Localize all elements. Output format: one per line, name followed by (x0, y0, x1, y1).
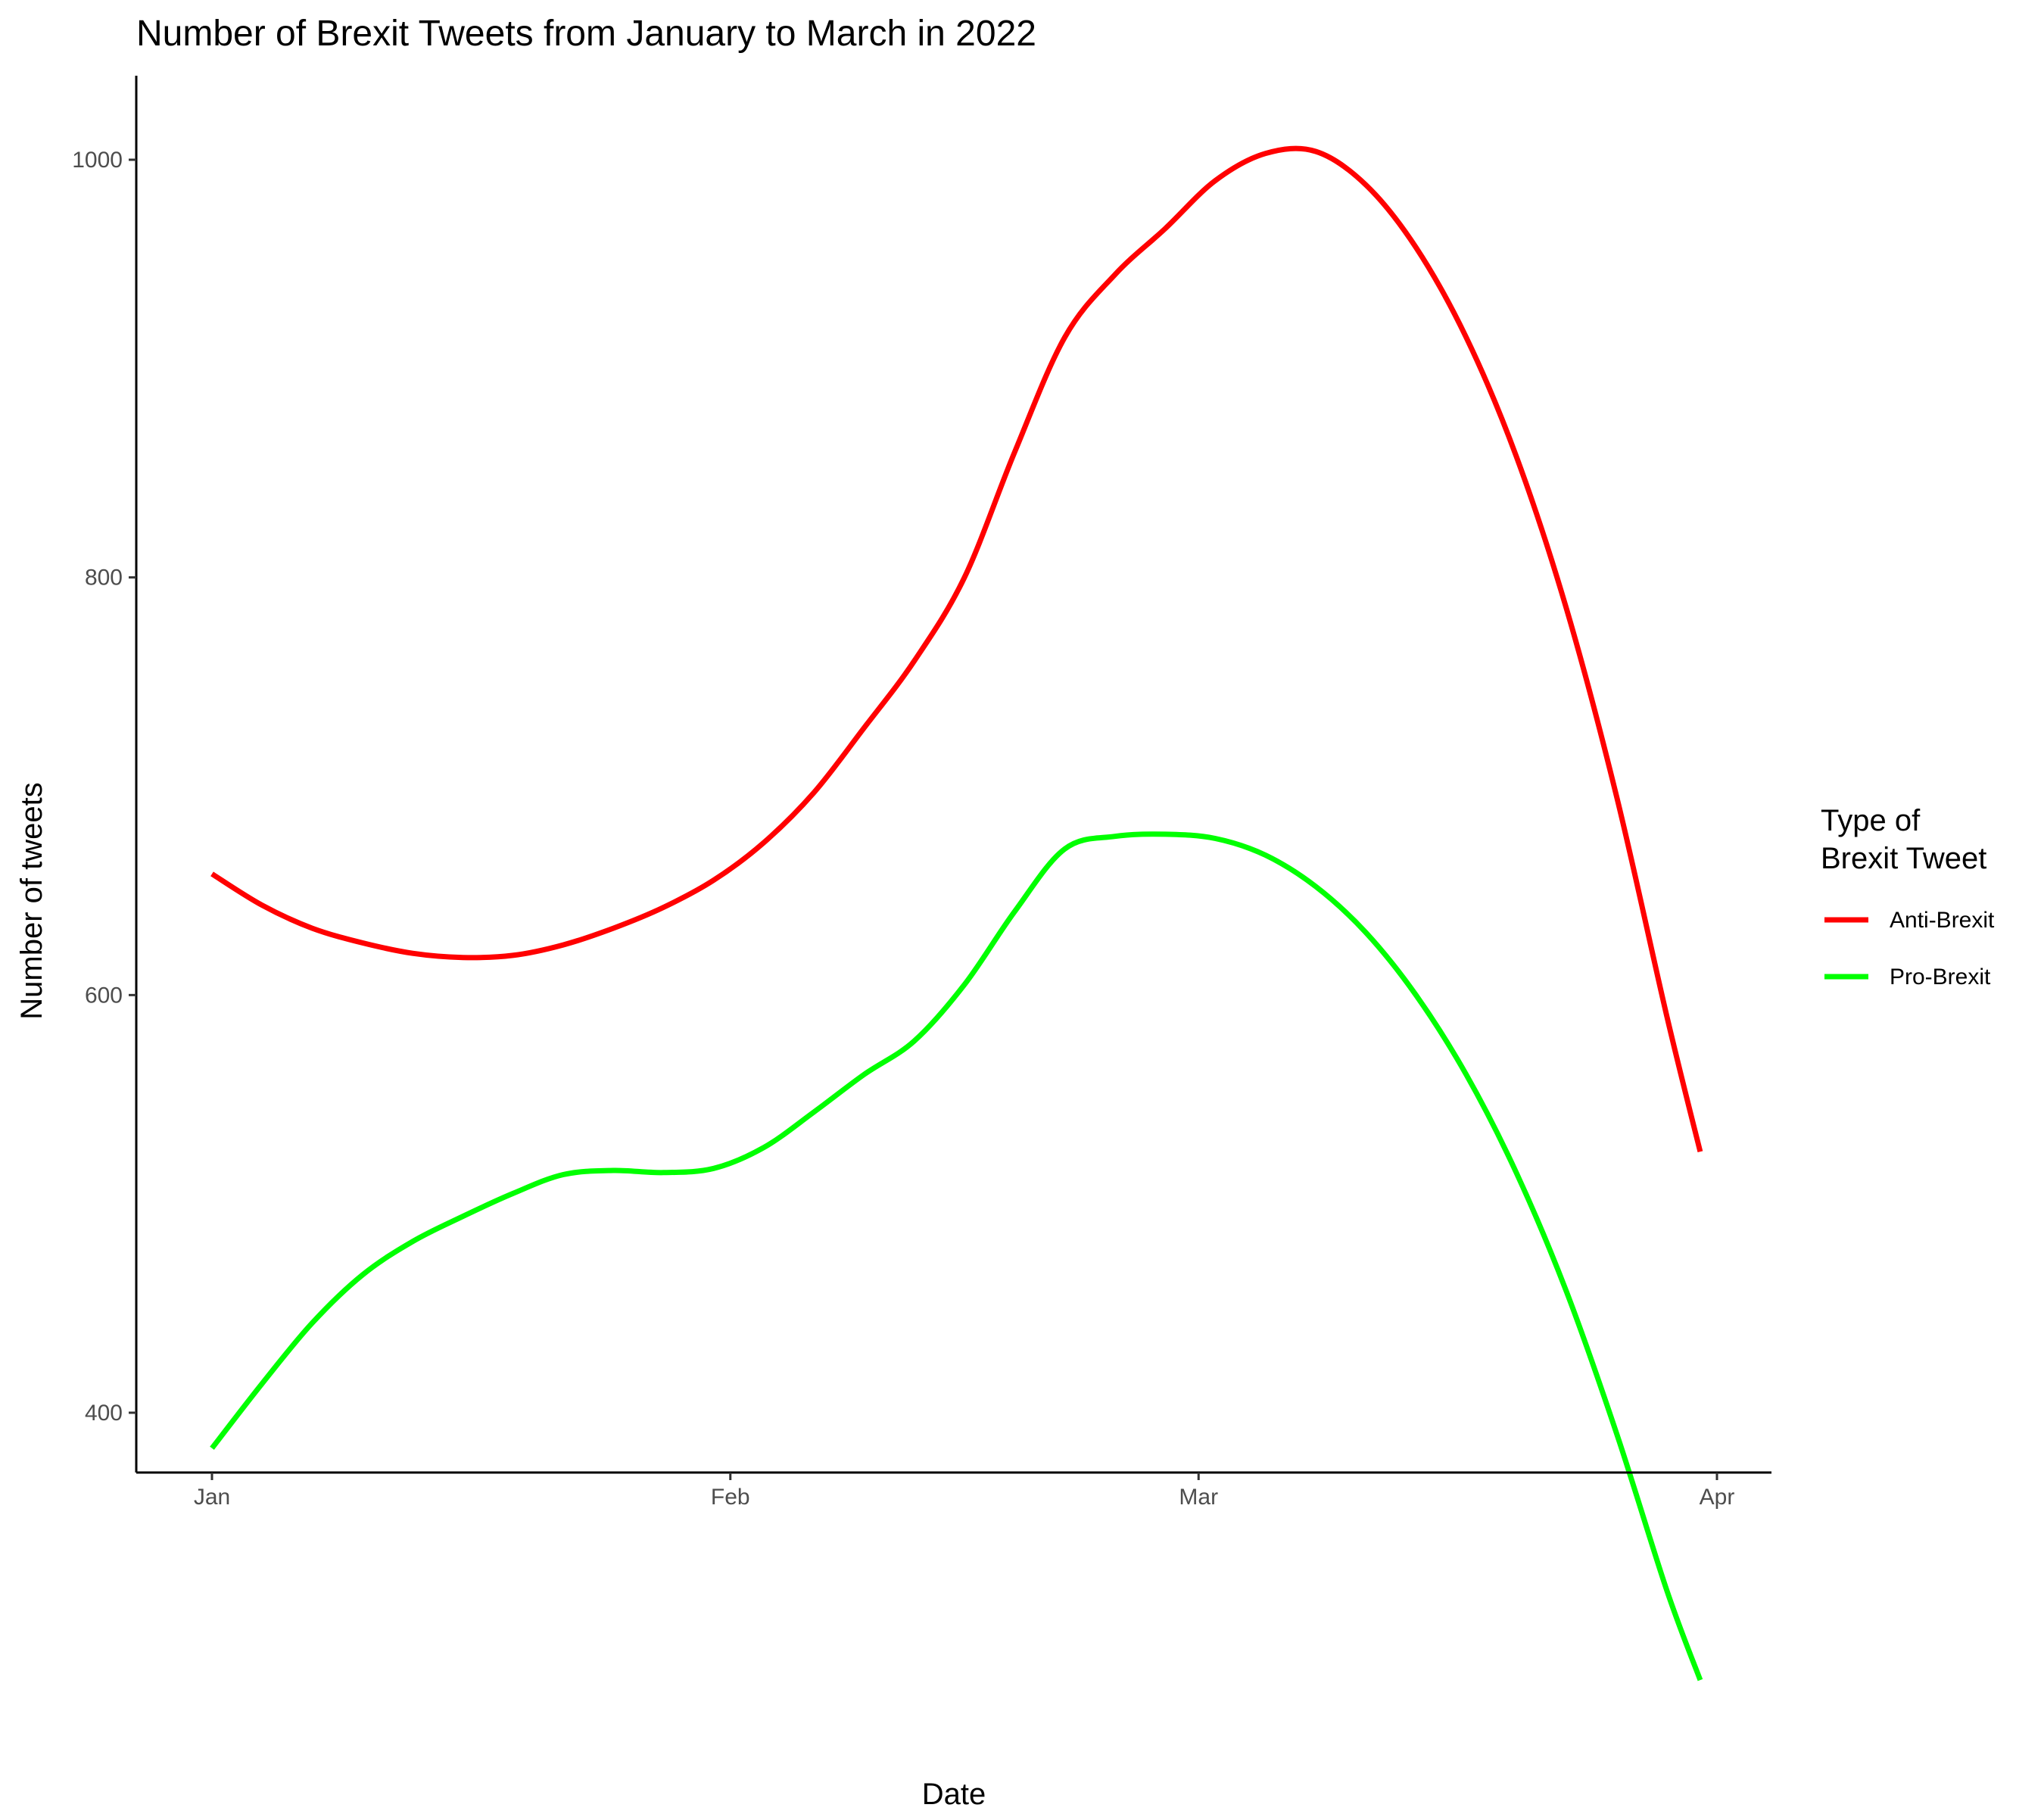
chart-title: Number of Brexit Tweets from January to … (136, 14, 1036, 54)
series-line-anti-brexit (210, 145, 1703, 1153)
y-tick-label: 400 (85, 1401, 123, 1426)
legend-label-pro-brexit: Pro-Brexit (1890, 965, 1991, 990)
y-axis-title: Number of tweets (15, 782, 48, 1019)
legend-title-line-1: Type of (1821, 804, 1921, 837)
x-tick-label: Jan (194, 1485, 230, 1510)
series-line-pro-brexit (210, 831, 1703, 1681)
x-axis-title: Date (922, 1778, 986, 1811)
y-axis-ticks: 400 600 800 1000 (72, 148, 136, 1426)
y-tick-label: 800 (85, 566, 123, 591)
plot-area (210, 145, 1703, 1681)
legend-label-anti-brexit: Anti-Brexit (1890, 908, 1995, 933)
legend-items: Anti-Brexit Pro-Brexit (1824, 908, 1995, 990)
y-tick-label: 1000 (72, 148, 123, 173)
y-tick-label: 600 (85, 983, 123, 1008)
legend: Type of Brexit Tweet Anti-Brexit Pro-Brex… (1821, 804, 1995, 990)
x-axis-ticks: Jan Feb Mar Apr (194, 1473, 1735, 1510)
x-tick-label: Mar (1179, 1485, 1218, 1510)
x-tick-label: Feb (711, 1485, 750, 1510)
x-tick-label: Apr (1700, 1485, 1735, 1510)
legend-title-line-2: Brexit Tweet (1821, 842, 1986, 875)
